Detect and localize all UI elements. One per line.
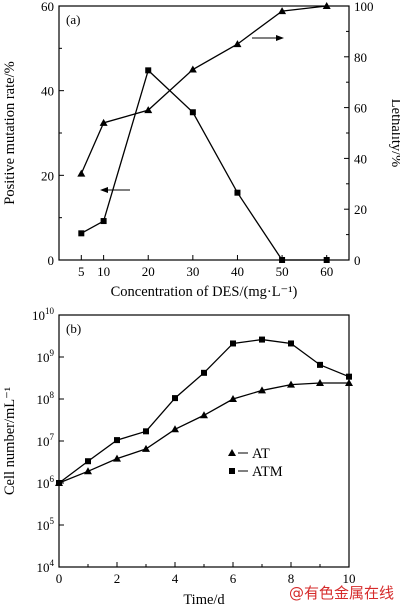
panel-b-point-atm — [114, 437, 120, 444]
panel-b-y-tick-label: 1010 — [32, 306, 55, 323]
panel-b-point-atm — [201, 369, 207, 376]
panel-a-x-tick-label: 5 — [78, 264, 85, 279]
panel-a-point-triangle — [144, 106, 153, 114]
panel-a-y2-axis-label: Lethality/% — [388, 99, 400, 167]
panel-a-x-tick-label: 60 — [320, 264, 333, 279]
panel-b-point-at — [113, 454, 121, 462]
panel-b-point-at — [258, 386, 266, 394]
panel-b-point-at — [142, 444, 150, 452]
panel-a-point-square — [323, 257, 330, 263]
legend: AT ATM — [228, 446, 283, 480]
panel-b-point-atm — [288, 340, 294, 347]
panel-a-y2-tick-label: 60 — [354, 101, 367, 116]
panel-b-label: (b) — [66, 321, 81, 336]
panel-a: 5 10 20 30 40 50 60 0 20 40 60 0 20 40 60 80 100 (a) Con… — [2, 0, 400, 300]
panel-b-x-tick-label: 4 — [172, 571, 179, 586]
panel-a-point-square — [78, 230, 85, 237]
panel-a-point-triangle — [322, 2, 331, 9]
panel-b-point-atm — [317, 361, 323, 368]
panel-b-y-axis-label: Cell number/mL⁻¹ — [2, 387, 18, 495]
panel-a-point-square — [145, 67, 152, 74]
arrow-to-left-axis — [100, 187, 130, 193]
panel-b-series — [55, 336, 353, 486]
panel-a-point-square — [100, 218, 107, 225]
panel-b-point-at — [345, 379, 353, 387]
panel-a-point-square — [189, 109, 196, 116]
panel-b-ticks: 0 2 4 6 8 10 104 105 106 107 108 109 1010 — [32, 306, 356, 586]
legend-marker-at — [228, 449, 236, 456]
panel-a-y-tick-label: 20 — [41, 168, 54, 183]
panel-b-point-at — [84, 467, 92, 475]
arrow-to-right-axis — [252, 35, 284, 41]
panel-a-y-axis-label: Positive mutation rate/% — [2, 61, 18, 204]
panel-a-series-line-triangle — [80, 5, 327, 174]
panel-a-point-square — [234, 189, 241, 196]
panel-b-point-atm — [143, 428, 149, 435]
panel-b-point-atm — [259, 336, 265, 343]
panel-b-x-tick-label: 2 — [114, 571, 121, 586]
panel-a-point-triangle — [77, 169, 86, 177]
panel-b-point-at — [287, 380, 295, 388]
panel-a-point-triangle — [188, 65, 197, 73]
panel-b-point-atm — [85, 458, 91, 465]
panel-b-y-tick-label: 106 — [37, 474, 55, 491]
panel-b-x-tick-label: 10 — [343, 571, 356, 586]
panel-b-point-at — [229, 395, 237, 402]
panel-b-point-atm — [172, 395, 178, 402]
panel-a-point-triangle — [99, 118, 108, 126]
panel-a-x-tick-label: 20 — [142, 264, 155, 279]
watermark: @有色金属在线 — [289, 584, 394, 602]
panel-a-y2-tick-label: 0 — [354, 253, 361, 268]
panel-a-ticks: 5 10 20 30 40 50 60 0 20 40 60 0 20 40 60 80 100 — [41, 0, 374, 279]
panel-b-x-tick-label: 8 — [288, 571, 295, 586]
panel-a-series-line-square — [80, 69, 327, 261]
panel-a-x-tick-label: 50 — [276, 264, 289, 279]
panel-b-point-atm — [56, 480, 62, 486]
panel-b-y-tick-label: 104 — [37, 558, 55, 575]
panel-a-x-axis-label: Concentration of DES/(mg·L⁻¹) — [111, 284, 298, 300]
panel-b-series-line-at — [58, 382, 349, 484]
panel-a-y-tick-label: 40 — [41, 84, 54, 99]
panel-a-y2-tick-label: 80 — [354, 50, 367, 65]
panel-a-point-triangle — [278, 7, 287, 15]
panel-a-y2-tick-label: 20 — [354, 202, 367, 217]
legend-label-atm: ATM — [252, 464, 283, 480]
panel-b-x-tick-label: 0 — [56, 571, 63, 586]
panel-b-point-at — [200, 411, 208, 419]
panel-a-point-square — [279, 257, 286, 263]
panel-a-label: (a) — [66, 12, 80, 27]
panel-a-x-tick-label: 10 — [97, 264, 110, 279]
panel-a-x-tick-label: 40 — [231, 264, 244, 279]
panel-a-x-tick-label: 30 — [186, 264, 199, 279]
panel-b-y-tick-label: 108 — [37, 390, 55, 407]
panel-a-y2-tick-label: 100 — [354, 0, 374, 14]
panel-b-point-at — [171, 425, 179, 433]
legend-marker-atm — [229, 468, 235, 474]
panel-a-point-triangle — [233, 40, 242, 48]
panel-b-point-at — [316, 379, 324, 387]
panel-a-y-tick-label: 0 — [48, 253, 55, 268]
panel-a-y2-tick-label: 40 — [354, 151, 367, 166]
panel-b-x-axis-label: Time/d — [183, 592, 225, 607]
panel-b-frame — [58, 314, 350, 568]
panel-b-y-tick-label: 109 — [37, 348, 55, 365]
legend-label-at: AT — [252, 446, 270, 462]
panel-b-y-tick-label: 105 — [37, 516, 55, 533]
panel-b-point-atm — [230, 340, 236, 347]
panel-a-y-tick-label: 60 — [41, 0, 54, 14]
panel-b-y-tick-label: 107 — [37, 432, 55, 449]
panel-a-series — [77, 2, 331, 263]
panel-b-point-atm — [346, 373, 352, 380]
panel-b-x-tick-label: 6 — [230, 571, 237, 586]
